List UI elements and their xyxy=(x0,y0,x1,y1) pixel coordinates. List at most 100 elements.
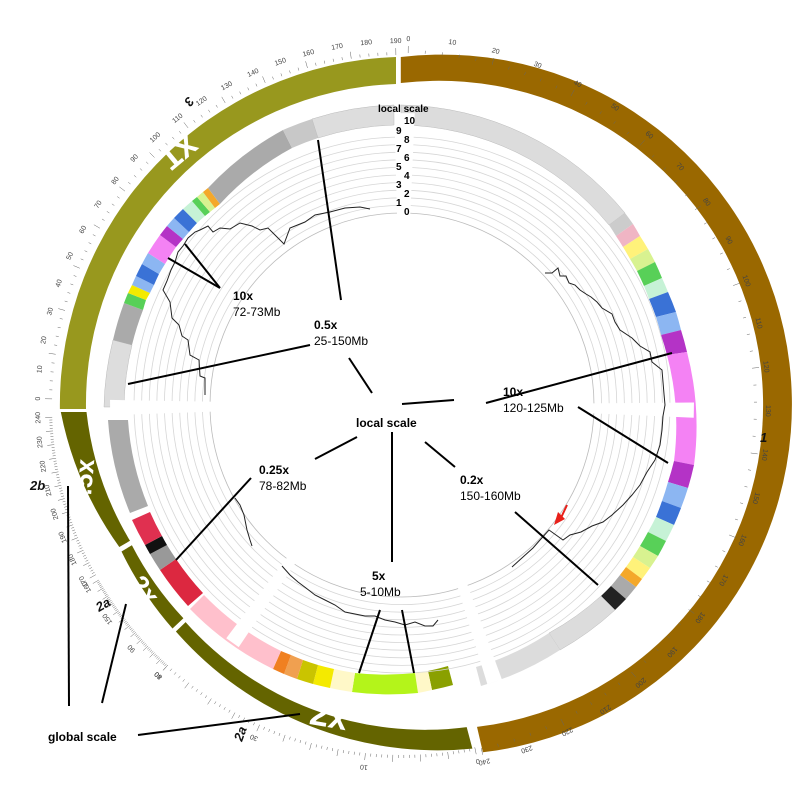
tick-mark xyxy=(156,656,159,659)
tick-label: 160 xyxy=(736,533,747,547)
tick-mark xyxy=(78,544,82,547)
tick-mark xyxy=(733,282,740,286)
tick-label: 40 xyxy=(55,279,64,289)
chr2a-zoom-label: 2x xyxy=(307,694,351,738)
axis-tick-4: 4 xyxy=(404,171,410,182)
tick-mark xyxy=(116,196,120,199)
tick-mark xyxy=(631,671,637,678)
chr2a-small-segment[interactable] xyxy=(121,545,184,629)
tick-mark xyxy=(57,479,61,481)
tick-mark xyxy=(124,625,131,630)
trace-chr2a xyxy=(281,565,439,627)
tick-label: 50 xyxy=(609,103,619,113)
grid-gap xyxy=(394,113,415,220)
tick-mark xyxy=(524,72,526,76)
tick-label: 180 xyxy=(360,39,372,47)
tick-mark xyxy=(256,724,260,732)
tick-mark xyxy=(107,598,111,601)
tick-mark xyxy=(268,728,270,732)
tick-mark xyxy=(738,300,742,302)
tick-mark xyxy=(128,182,131,185)
tick-mark xyxy=(342,750,344,754)
tick-label: 30 xyxy=(249,732,259,742)
tick-mark xyxy=(208,109,211,113)
tick-mark xyxy=(108,600,112,603)
tick-mark xyxy=(674,180,678,183)
tick-mark xyxy=(149,649,153,653)
chr3-segment[interactable] xyxy=(59,57,396,409)
tick-mark xyxy=(183,122,189,129)
tick-mark xyxy=(47,444,55,446)
ann-02x-range: 150-160Mb xyxy=(460,489,521,503)
ann-10x-left-range: 72-73Mb xyxy=(233,305,281,319)
local-scale-axis-title: local scale xyxy=(378,104,429,115)
tick-mark xyxy=(124,620,127,624)
tick-mark xyxy=(76,539,80,542)
tick-mark xyxy=(497,743,499,747)
tick-mark xyxy=(540,78,542,82)
tick-mark xyxy=(336,749,339,757)
tick-mark xyxy=(62,500,66,503)
tick-mark xyxy=(72,529,76,532)
tick-mark xyxy=(89,567,93,570)
axis-tick-3: 3 xyxy=(396,180,402,191)
tick-label: 150 xyxy=(751,492,761,505)
axis-tick-2: 2 xyxy=(404,189,410,200)
tick-mark xyxy=(69,521,73,524)
tick-mark xyxy=(98,584,102,587)
tick-mark xyxy=(165,142,168,146)
tick-mark xyxy=(88,242,92,245)
tick-label: 200 xyxy=(50,507,60,520)
tick-mark xyxy=(706,580,710,583)
axis-tick-1: 1 xyxy=(396,198,402,209)
tick-mark xyxy=(106,211,110,214)
tick-label: 160 xyxy=(81,580,93,594)
tick-mark xyxy=(55,474,60,476)
tick-mark xyxy=(529,732,532,736)
tick-mark xyxy=(147,647,150,650)
tick-mark xyxy=(643,660,647,663)
tick-mark xyxy=(315,62,317,66)
tick-mark xyxy=(115,609,118,612)
tick-mark xyxy=(651,154,655,158)
tick-mark xyxy=(545,726,547,730)
tick-mark xyxy=(508,66,510,70)
tick-label: 110 xyxy=(171,113,184,125)
tick-mark xyxy=(463,749,465,753)
chr2b-segment[interactable] xyxy=(60,412,130,547)
tick-label: 110 xyxy=(754,317,763,330)
tick-label: 170 xyxy=(717,573,729,587)
tick-mark xyxy=(663,167,667,170)
tick-mark xyxy=(83,554,86,557)
tick-mark xyxy=(81,552,85,555)
tick-label: 150 xyxy=(274,57,287,68)
tick-mark xyxy=(113,610,119,616)
chr2b-name: 2b xyxy=(29,478,45,493)
tick-mark xyxy=(231,95,234,99)
tick-mark xyxy=(71,527,75,529)
axis-tick-10: 10 xyxy=(404,116,416,127)
tick-label: 40 xyxy=(153,670,164,680)
tick-mark xyxy=(145,161,149,165)
tick-mark xyxy=(57,482,61,484)
tick-mark xyxy=(173,672,177,675)
tick-mark xyxy=(315,744,317,748)
tick-label: 240 xyxy=(35,412,42,424)
tick-mark xyxy=(97,581,100,584)
annotations: 10x 72-73Mb 0.5x 25-150Mb 10x 120-125Mb … xyxy=(48,289,564,744)
tick-mark xyxy=(744,486,748,488)
tick-label: 10 xyxy=(36,365,44,374)
tick-mark xyxy=(555,85,558,89)
tick-label: 40 xyxy=(572,79,582,89)
tick-mark xyxy=(255,83,258,87)
tick-mark xyxy=(91,572,95,574)
grid-gap xyxy=(226,553,298,648)
tick-mark xyxy=(87,564,91,567)
tick-mark xyxy=(263,726,265,730)
tick-mark xyxy=(114,607,117,610)
tick-mark xyxy=(142,645,149,651)
ann-05x-range: 25-150Mb xyxy=(314,334,368,348)
chr1-name: 1 xyxy=(760,430,767,445)
chr2a-segment[interactable] xyxy=(175,622,473,751)
center-local-scale-label: local scale xyxy=(356,416,417,430)
